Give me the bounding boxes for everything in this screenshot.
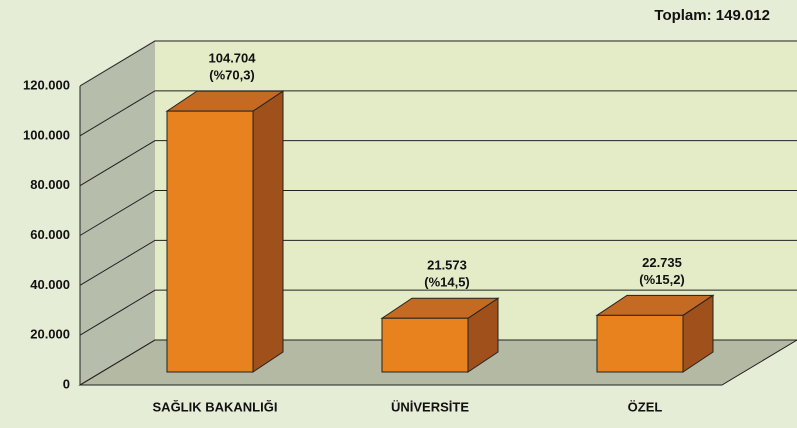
share-label: (%14,5) — [424, 275, 470, 290]
grid-line — [79, 40, 797, 87]
total-annotation: Toplam: 149.012 — [654, 7, 770, 24]
share-label: (%15,2) — [639, 272, 685, 287]
y-tick-label: 100.000 — [23, 127, 70, 142]
y-tick-label: 40.000 — [30, 277, 70, 292]
value-label: 104.704 — [209, 51, 257, 66]
value-label: 22.735 — [642, 255, 682, 270]
grid-line — [79, 190, 797, 236]
x-tick-label: SAĞLIK BAKANLIĞI — [153, 399, 278, 414]
y-tick-label: 0 — [63, 376, 70, 391]
y-tick-label: 120.000 — [23, 77, 70, 92]
y-tick-label: 20.000 — [30, 327, 70, 342]
bar — [381, 317, 469, 373]
share-label: (%70,3) — [209, 68, 255, 83]
y-tick-label: 80.000 — [30, 177, 70, 192]
x-tick-label: ÖZEL — [628, 399, 663, 414]
bar — [596, 314, 684, 373]
value-label: 21.573 — [427, 258, 467, 273]
bar-side — [252, 90, 284, 373]
x-tick-label: ÜNİVERSİTE — [391, 399, 469, 414]
grid-line — [79, 289, 797, 336]
y-tick-label: 60.000 — [30, 227, 70, 242]
grid-line — [79, 90, 797, 137]
grid-line — [79, 140, 797, 187]
grid-line — [79, 239, 797, 286]
grid-line — [79, 339, 797, 386]
bar — [166, 110, 254, 373]
